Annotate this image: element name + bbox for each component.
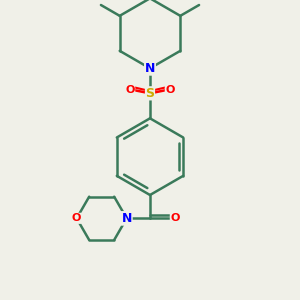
Text: O: O	[165, 85, 175, 95]
Text: S: S	[146, 87, 154, 100]
Text: N: N	[122, 212, 132, 225]
Text: N: N	[145, 62, 155, 75]
Text: N: N	[145, 62, 155, 75]
Text: O: O	[125, 85, 135, 95]
Text: O: O	[170, 213, 180, 223]
Text: N: N	[122, 212, 132, 225]
Text: O: O	[72, 213, 81, 223]
